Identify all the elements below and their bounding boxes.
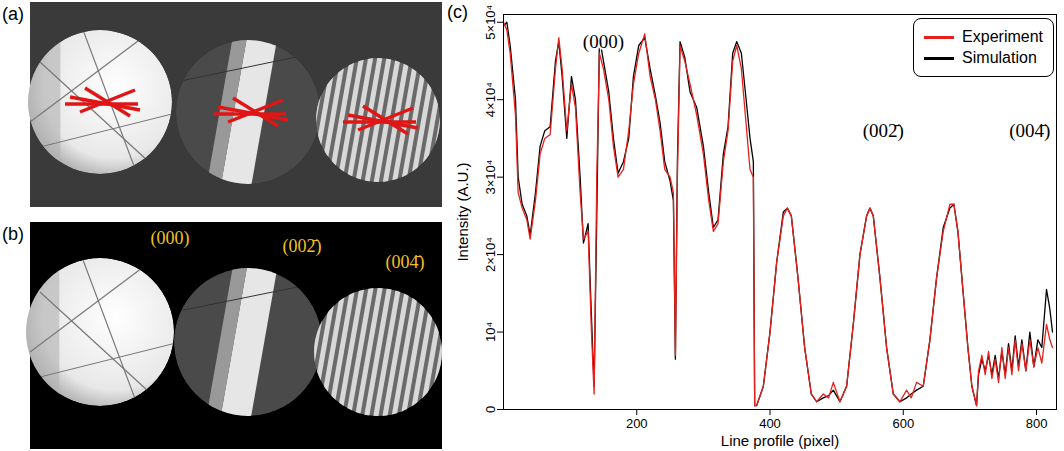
svg-text:5×10⁴: 5×10⁴ [483,5,498,40]
svg-text:2×10⁴: 2×10⁴ [483,237,498,272]
svg-text:200: 200 [626,416,648,431]
svg-text:3×10⁴: 3×10⁴ [483,160,498,195]
svg-text:(a): (a) [2,4,24,24]
svg-text:(002̄): (002̄) [283,236,322,257]
svg-text:(000): (000) [151,228,190,249]
svg-text:(002̄): (002̄) [863,120,904,142]
svg-text:(004̄): (004̄) [386,252,425,273]
svg-text:4×10⁴: 4×10⁴ [483,82,498,117]
html-text:(c): (c) [447,2,468,22]
html-text:Simulation: Simulation [962,49,1037,66]
svg-text:600: 600 [892,416,914,431]
svg-text:Line profile (pixel): Line profile (pixel) [721,432,839,449]
svg-text:(b): (b) [2,224,24,244]
svg-text:0: 0 [483,406,498,413]
svg-text:(000): (000) [583,31,624,53]
svg-text:10⁴: 10⁴ [483,322,498,342]
html-text:Experiment: Experiment [962,28,1043,45]
svg-text:Intensity (A.U.): Intensity (A.U.) [454,162,471,261]
svg-text:400: 400 [759,416,781,431]
svg-text:800: 800 [1026,416,1048,431]
svg-text:(004̄): (004̄) [1009,120,1050,142]
